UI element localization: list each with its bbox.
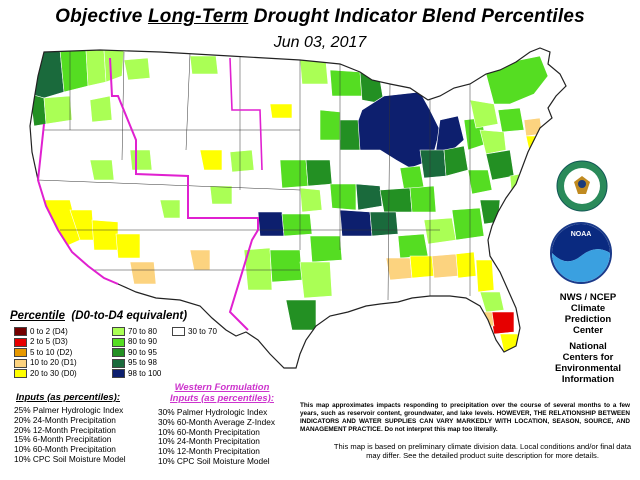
legend-label: 70 to 80 — [128, 326, 157, 336]
input-line: 20% 24-Month Precipitation — [14, 414, 116, 425]
legend-label: 90 to 95 — [128, 347, 157, 357]
western-formulation-title: Western Formulation Inputs (as percentile… — [170, 382, 274, 404]
agency-line: Prediction — [564, 314, 612, 325]
input-line: 25% Palmer Hydrologic Index — [14, 405, 124, 415]
noaa-logo-text: NOAA — [571, 231, 592, 238]
commerce-seal-icon — [556, 160, 608, 212]
input-line: 10% 24-Month Precipitation — [158, 436, 260, 447]
agency-line: Environmental — [555, 363, 621, 374]
legend-swatch — [112, 348, 125, 357]
legend-swatch — [14, 348, 27, 357]
legend-swatch — [112, 358, 125, 368]
legend-swatch — [14, 358, 27, 368]
input-line: 10% 60-Month Precipitation — [14, 444, 116, 455]
agency-line: National — [569, 341, 607, 352]
agency-credits: NWS / NCEP Climate Prediction Center Nation… — [540, 292, 636, 385]
legend-swatch — [112, 337, 125, 347]
input-line: 10% CPC Soil Moisture Model — [14, 454, 126, 464]
input-line: 10% 12-Month Precipitation — [158, 446, 260, 457]
legend-label: 30 to 70 — [188, 326, 217, 336]
input-line: 15% 6-Month Precipitation — [14, 434, 112, 445]
legend-swatch — [14, 327, 27, 336]
agency-line: Center — [572, 325, 604, 336]
legend-swatch — [14, 337, 27, 347]
input-line: 30% 60-Month Average Z-Index — [158, 416, 275, 427]
legend-label: 10 to 20 (D1) — [30, 358, 77, 367]
legend-swatch — [172, 327, 185, 336]
legend-label: 95 to 98 — [128, 358, 157, 367]
map-date: Jun 03, 2017 — [273, 34, 367, 51]
legend-title: Percentile (D0-to-D4 equivalent) — [10, 310, 188, 322]
input-line: 20% 12-Month Precipitation — [14, 424, 116, 435]
inputs-title: Inputs (as percentiles): — [16, 392, 120, 403]
data-note: This map is based on preliminary climate… — [333, 442, 632, 461]
legend-label: 80 to 90 — [128, 337, 157, 346]
input-line: 30% Palmer Hydrologic Index — [158, 407, 268, 417]
input-line: 10% CPC Soil Moisture Model — [158, 456, 270, 466]
noaa-logo-icon: NOAA — [550, 222, 612, 284]
legend-label: 5 to 10 (D2) — [30, 347, 73, 357]
legend-label: 2 to 5 (D3) — [30, 337, 68, 346]
input-line: 10% 60-Month Precipitation — [158, 426, 260, 437]
legend-swatch — [112, 369, 125, 378]
agency-line: Centers for — [562, 352, 614, 363]
agency-line: Climate — [570, 303, 606, 314]
legend-label: 98 to 100 — [128, 368, 162, 378]
legend-swatch — [14, 369, 27, 378]
legend-swatch — [112, 327, 125, 336]
map-title: Objective Long-Term Drought Indicator Bl… — [55, 6, 585, 27]
interpretation-note: This map approximates impacts responding… — [300, 402, 630, 433]
legend-label: 20 to 30 (D0) — [30, 368, 77, 378]
legend-label: 0 to 2 (D4) — [30, 326, 68, 336]
agency-line: Information — [561, 374, 615, 385]
agency-line: NWS / NCEP — [559, 292, 617, 303]
